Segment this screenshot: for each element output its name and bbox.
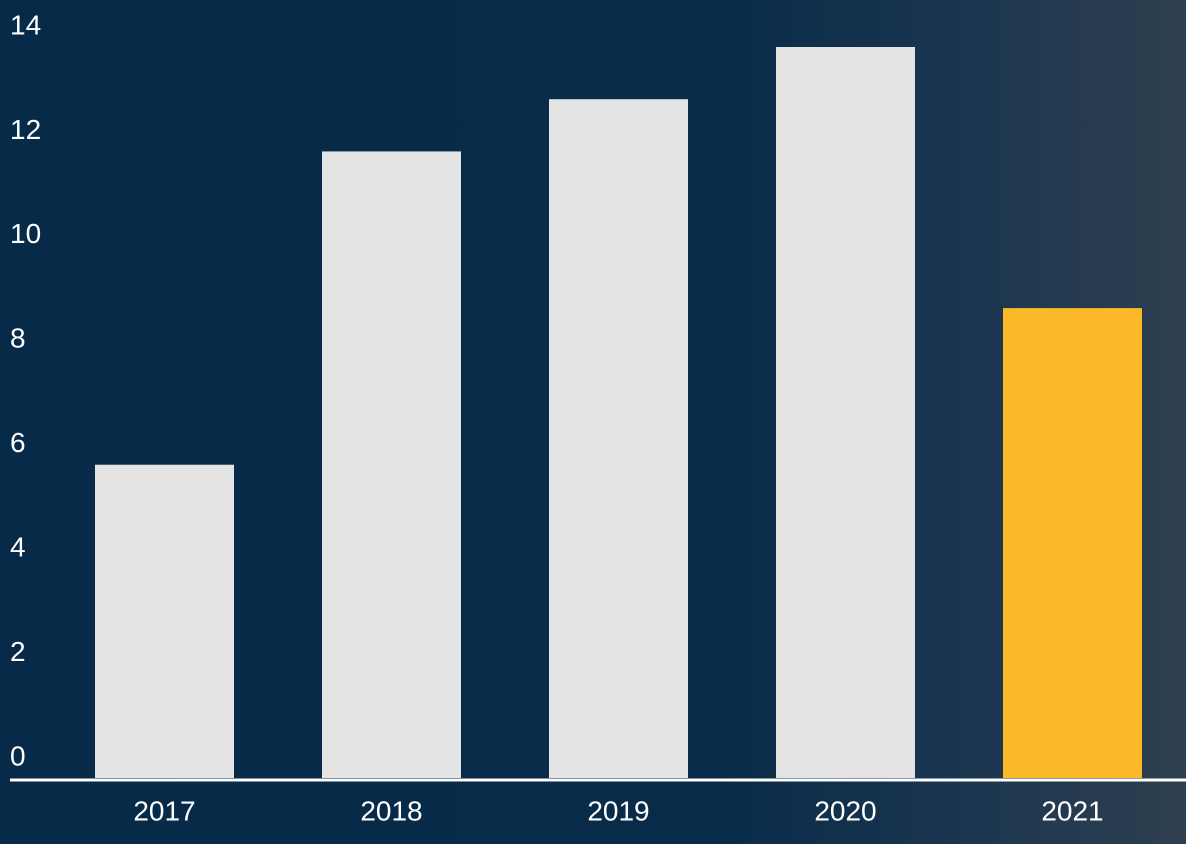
- bar: [95, 464, 234, 778]
- y-tick-label: 2: [10, 636, 26, 667]
- x-tick-label: 2018: [360, 795, 422, 826]
- bar: [1003, 308, 1142, 778]
- y-tick-label: 8: [10, 323, 26, 354]
- y-tick-label: 0: [10, 740, 26, 771]
- x-tick-label: 2021: [1041, 795, 1103, 826]
- y-tick-label: 12: [10, 114, 41, 145]
- x-tick-label: 2019: [587, 795, 649, 826]
- y-tick-label: 6: [10, 427, 26, 458]
- x-tick-label: 2017: [133, 795, 195, 826]
- bar: [322, 151, 461, 778]
- y-tick-label: 4: [10, 532, 26, 563]
- bar: [549, 99, 688, 778]
- bar: [776, 47, 915, 778]
- y-tick-label: 14: [10, 9, 41, 40]
- x-tick-label: 2020: [814, 795, 876, 826]
- y-tick-label: 10: [10, 218, 41, 249]
